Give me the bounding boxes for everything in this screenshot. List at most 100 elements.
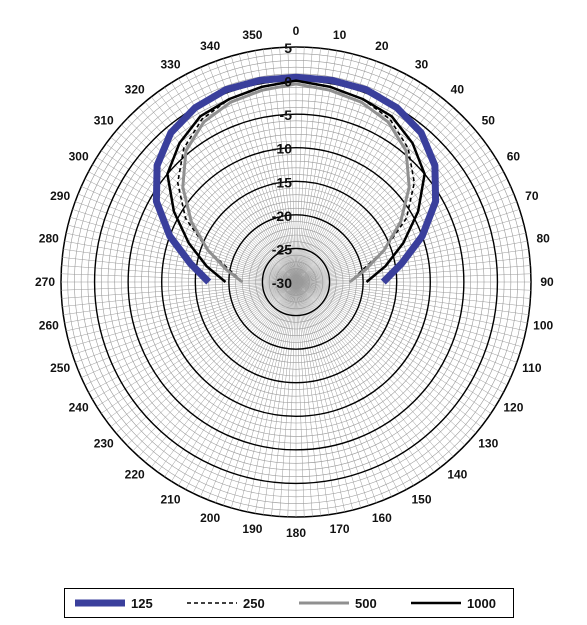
angle-tick-label: 320 bbox=[125, 83, 145, 97]
spoke bbox=[126, 281, 297, 446]
spoke bbox=[295, 107, 454, 283]
spoke bbox=[246, 281, 297, 512]
angle-tick-label: 90 bbox=[540, 275, 554, 289]
spoke bbox=[295, 281, 508, 386]
angle-tick-label: 0 bbox=[293, 24, 300, 38]
spoke bbox=[295, 281, 369, 506]
spoke bbox=[295, 281, 466, 446]
angle-tick-label: 100 bbox=[533, 319, 553, 333]
angle-tick-label: 30 bbox=[415, 58, 429, 72]
spoke bbox=[295, 74, 407, 283]
angle-tick-label: 150 bbox=[411, 492, 431, 506]
legend: 125 250 500 1000 bbox=[64, 588, 514, 618]
spoke bbox=[101, 150, 297, 283]
spoke bbox=[81, 186, 297, 283]
spoke bbox=[164, 281, 297, 477]
spoke bbox=[295, 281, 435, 473]
angle-tick-label: 10 bbox=[333, 28, 347, 42]
angle-tick-label: 290 bbox=[50, 189, 70, 203]
spoke bbox=[63, 249, 297, 283]
spoke bbox=[115, 130, 297, 283]
spoke bbox=[295, 281, 414, 486]
spoke bbox=[295, 281, 511, 378]
spoke bbox=[295, 281, 477, 434]
spoke bbox=[84, 178, 297, 283]
angle-tick-label: 180 bbox=[286, 526, 306, 540]
spoke bbox=[295, 281, 448, 463]
spoke bbox=[295, 281, 338, 514]
radial-tick-label: -15 bbox=[272, 174, 292, 190]
spoke bbox=[295, 281, 520, 355]
spoke bbox=[61, 281, 297, 291]
spoke bbox=[215, 281, 297, 503]
spoke bbox=[207, 281, 297, 500]
spoke bbox=[271, 281, 297, 516]
spoke bbox=[92, 164, 297, 283]
angle-tick-label: 80 bbox=[537, 231, 551, 245]
spoke bbox=[295, 281, 525, 340]
spoke bbox=[110, 137, 297, 283]
spoke bbox=[295, 281, 522, 348]
spoke bbox=[151, 281, 297, 468]
legend-label: 500 bbox=[355, 595, 377, 611]
angle-tick-label: 200 bbox=[200, 511, 220, 525]
legend-swatch bbox=[411, 601, 461, 605]
spoke bbox=[295, 281, 421, 482]
spoke bbox=[171, 82, 297, 283]
spoke bbox=[295, 281, 346, 512]
spoke bbox=[200, 281, 297, 497]
spoke bbox=[200, 67, 297, 283]
spoke bbox=[192, 281, 297, 494]
spoke bbox=[295, 67, 392, 283]
spoke bbox=[295, 281, 530, 307]
spoke bbox=[192, 70, 297, 283]
angle-tick-label: 230 bbox=[94, 436, 114, 450]
spoke bbox=[295, 70, 400, 283]
spoke bbox=[84, 281, 297, 386]
spoke bbox=[101, 281, 297, 414]
angle-tick-label: 190 bbox=[242, 522, 262, 536]
spoke bbox=[72, 209, 297, 283]
major-ring bbox=[228, 214, 364, 350]
spoke bbox=[75, 281, 297, 363]
spoke bbox=[110, 281, 297, 427]
angle-tick-label: 50 bbox=[482, 114, 496, 128]
major-ring bbox=[261, 247, 331, 317]
angle-tick-label: 160 bbox=[372, 511, 392, 525]
spoke bbox=[62, 257, 297, 283]
spoke bbox=[178, 78, 297, 283]
series-line-1000 bbox=[166, 79, 426, 283]
angle-tick-label: 300 bbox=[69, 150, 89, 164]
spoke bbox=[96, 281, 297, 407]
spoke bbox=[66, 232, 297, 283]
series-line-125 bbox=[152, 73, 440, 285]
spoke bbox=[138, 281, 297, 457]
spoke bbox=[96, 157, 297, 283]
spoke bbox=[295, 281, 329, 515]
spoke bbox=[132, 281, 297, 452]
spoke bbox=[295, 281, 392, 497]
spoke bbox=[81, 281, 297, 378]
spoke bbox=[295, 281, 531, 291]
angle-tick-label: 310 bbox=[94, 114, 114, 128]
spoke bbox=[295, 281, 531, 299]
angle-tick-label: 330 bbox=[160, 58, 180, 72]
spoke bbox=[185, 281, 297, 490]
angle-tick-label: 60 bbox=[507, 150, 521, 164]
angle-tick-label: 240 bbox=[69, 401, 89, 415]
legend-swatch bbox=[299, 601, 349, 605]
series-layer bbox=[152, 73, 440, 285]
polar-grid bbox=[60, 46, 532, 518]
spoke bbox=[295, 186, 511, 283]
legend-entry-500: 500 bbox=[297, 589, 377, 617]
spoke bbox=[295, 78, 414, 283]
legend-label: 250 bbox=[243, 595, 265, 611]
spoke bbox=[126, 118, 297, 283]
spoke bbox=[295, 281, 528, 324]
spoke bbox=[72, 281, 297, 355]
spoke bbox=[171, 281, 297, 482]
spoke bbox=[238, 281, 297, 511]
angle-tick-label: 70 bbox=[525, 189, 539, 203]
spoke bbox=[185, 74, 297, 283]
angle-tick-label: 270 bbox=[35, 275, 55, 289]
